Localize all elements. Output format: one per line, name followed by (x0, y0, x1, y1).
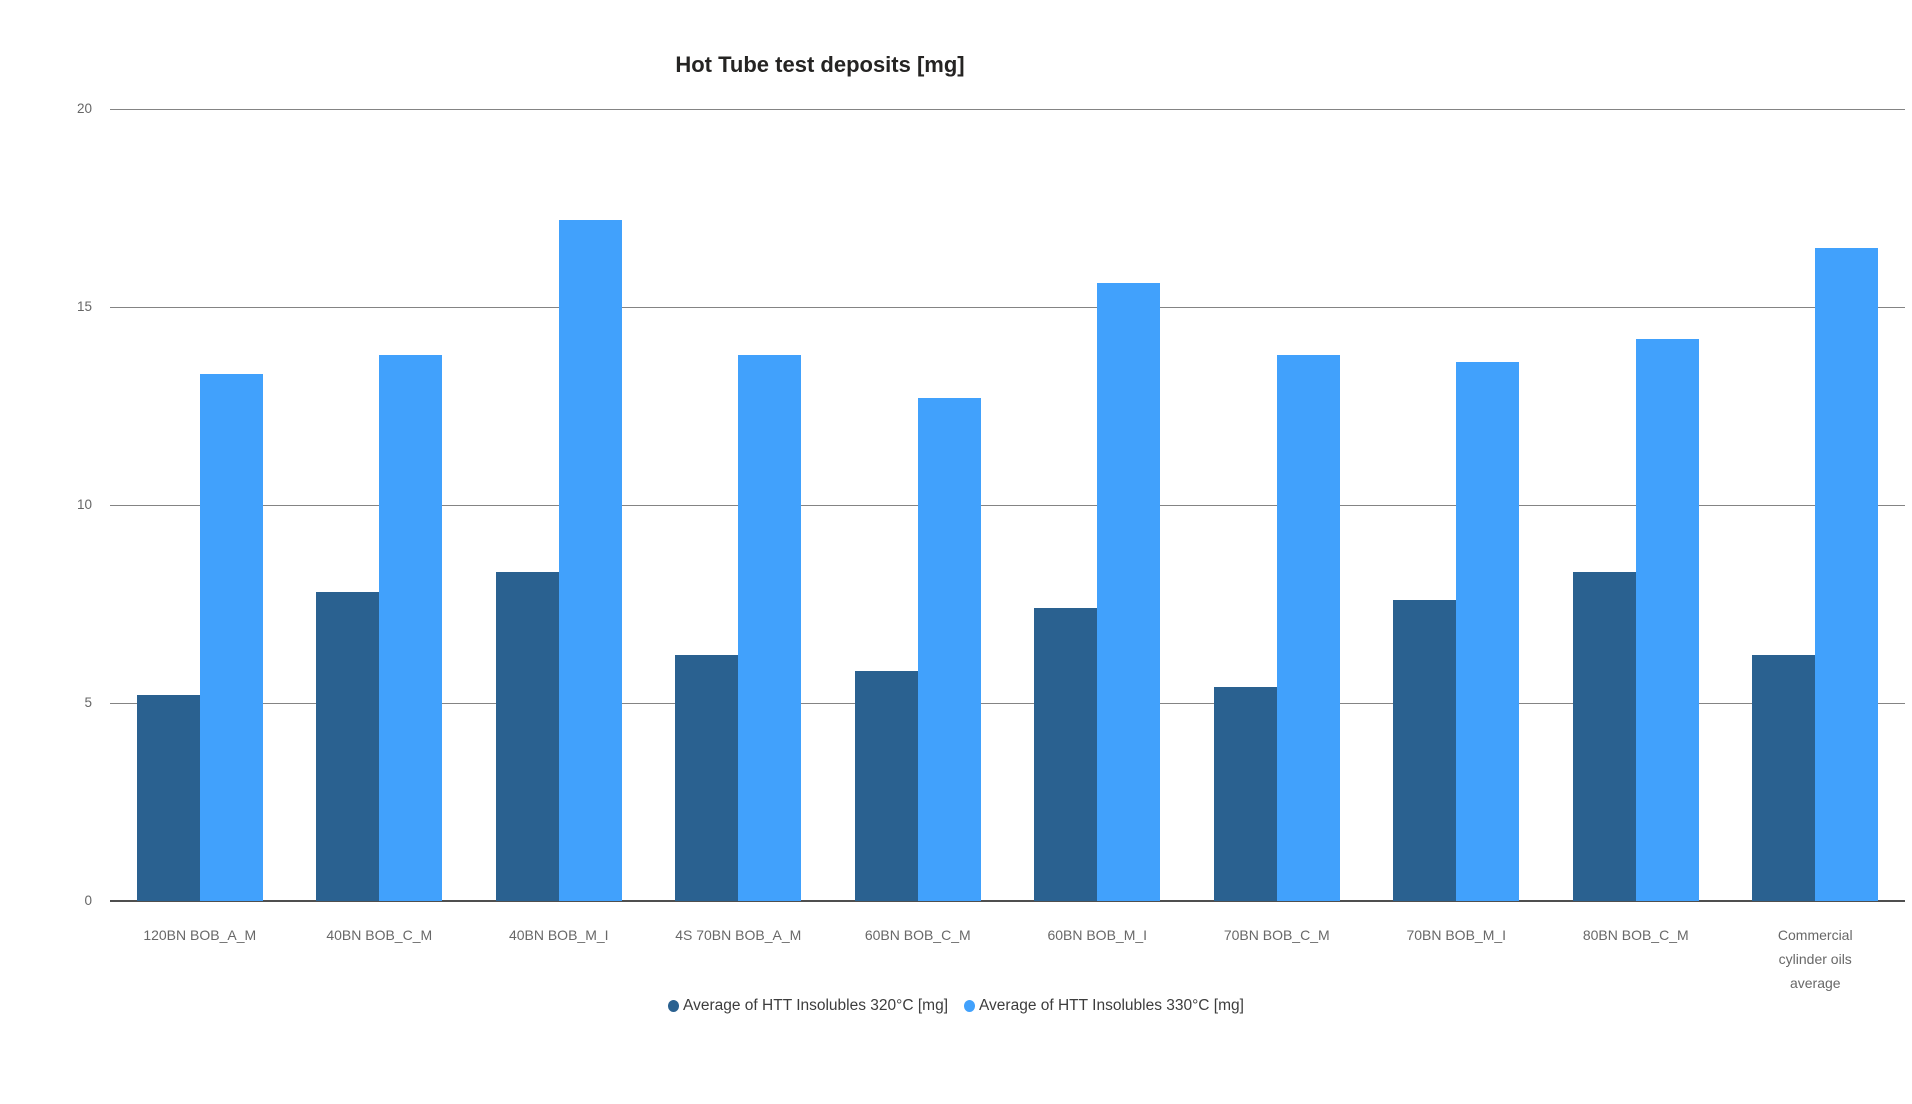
gridline (110, 505, 1905, 506)
bar-320c[interactable] (1393, 600, 1457, 901)
bar-320c[interactable] (854, 671, 918, 901)
bar-330c[interactable] (379, 354, 443, 901)
bar-320c[interactable] (316, 592, 380, 901)
bar-330c[interactable] (1635, 338, 1699, 901)
x-category-label: 120BN BOB_A_M (143, 927, 257, 943)
bar-330c[interactable] (1456, 362, 1520, 901)
bar-330c[interactable] (738, 354, 802, 901)
x-category-label: 70BN BOB_M_I (1406, 927, 1507, 943)
y-tick-label: 0 (84, 893, 92, 908)
gridline (110, 109, 1905, 110)
bar-320c[interactable] (1572, 572, 1636, 901)
bar-330c[interactable] (1815, 247, 1879, 901)
bar-320c[interactable] (1034, 607, 1098, 901)
y-tick-label: 20 (76, 101, 92, 116)
y-tick-label: 10 (76, 497, 92, 512)
bar-330c[interactable] (199, 374, 263, 901)
x-category-label: 60BN BOB_M_I (1047, 927, 1148, 943)
y-tick-label: 5 (84, 695, 92, 710)
legend-item[interactable]: Average of HTT Insolubles 320°C [mg] (668, 997, 948, 1015)
bar-320c[interactable] (1752, 655, 1816, 901)
legend-series-marker-icon (668, 1000, 680, 1012)
plot-area (110, 109, 1905, 902)
legend-label: Average of HTT Insolubles 330°C [mg] (979, 997, 1244, 1014)
legend-series-marker-icon (964, 1000, 975, 1012)
bar-320c[interactable] (495, 572, 559, 901)
x-axis-line (110, 900, 1905, 902)
x-category-label: 70BN BOB_C_M (1223, 927, 1330, 943)
bar-320c[interactable] (675, 655, 739, 901)
bar-330c[interactable] (1097, 283, 1161, 901)
y-tick-label: 15 (76, 299, 92, 314)
legend-item[interactable]: Average of HTT Insolubles 330°C [mg] (964, 997, 1244, 1015)
x-category-label: Commercial cylinder oils average (1777, 927, 1853, 991)
bar-320c[interactable] (1213, 687, 1277, 901)
x-category-label: 60BN BOB_C_M (864, 927, 971, 943)
bar-330c[interactable] (558, 219, 622, 901)
x-category-label: 80BN BOB_C_M (1582, 927, 1689, 943)
bar-330c[interactable] (1276, 354, 1340, 901)
gridline (110, 703, 1905, 704)
bar-320c[interactable] (136, 695, 200, 901)
legend: Average of HTT Insolubles 320°C [mg] Ave… (0, 997, 1912, 1015)
chart-title: Hot Tube test deposits [mg] (675, 52, 965, 77)
x-category-label: 4S 70BN BOB_A_M (675, 927, 802, 943)
x-category-label: 40BN BOB_C_M (326, 927, 433, 943)
legend-label: Average of HTT Insolubles 320°C [mg] (683, 997, 948, 1014)
x-category-label: 40BN BOB_M_I (508, 927, 609, 943)
bar-330c[interactable] (917, 398, 981, 901)
gridline (110, 307, 1905, 308)
